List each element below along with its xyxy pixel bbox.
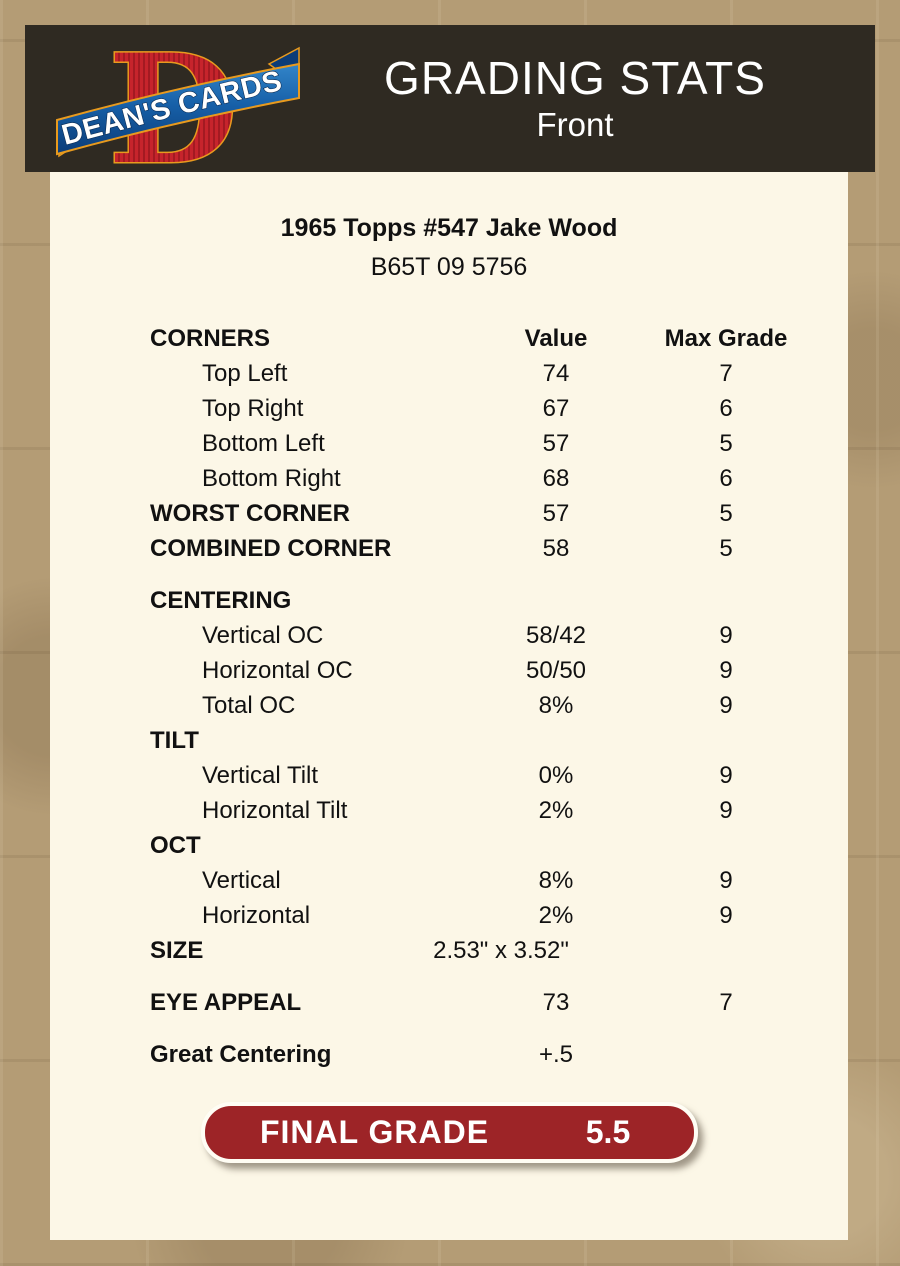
row-value: +.5 <box>538 1040 574 1068</box>
row-value: 58 <box>542 534 570 562</box>
card-serial-number: B65T 09 5756 <box>370 253 528 281</box>
row-value: 8% <box>538 866 574 894</box>
page-title: GRADING STATS <box>384 51 766 104</box>
row-max-grade: 5 <box>719 429 733 457</box>
row-label: Horizontal Tilt <box>202 796 348 824</box>
row-max-grade: 9 <box>719 656 733 684</box>
row-label: Great Centering <box>150 1040 332 1068</box>
row-label: SIZE <box>150 936 204 964</box>
table-row: Horizontal OC 50/50 9 <box>150 653 811 688</box>
row-max-grade: 5 <box>719 499 733 527</box>
card-title: 1965 Topps #547 Jake Wood <box>280 214 618 242</box>
row-label: TILT <box>150 726 199 754</box>
row-max-grade: 9 <box>719 691 733 719</box>
final-grade-button[interactable]: FINAL GRADE 5.5 <box>200 1102 698 1163</box>
table-row: Top Left 74 7 <box>150 356 811 391</box>
row-value: 2% <box>538 796 574 824</box>
table-row: EYE APPEAL 73 7 <box>150 985 811 1020</box>
row-label: Horizontal OC <box>202 656 353 684</box>
table-row: OCT <box>150 828 811 863</box>
table-row: Horizontal Tilt 2% 9 <box>150 793 811 828</box>
table-row: COMBINED CORNER 58 5 <box>150 531 811 566</box>
table-row: TILT <box>150 723 811 758</box>
table-row: Vertical Tilt 0% 9 <box>150 758 811 793</box>
row-max-grade: 7 <box>719 359 733 387</box>
row-label: Bottom Right <box>202 464 341 492</box>
final-grade-value: 5.5 <box>585 1114 631 1150</box>
row-value: 50/50 <box>525 656 587 684</box>
row-label: OCT <box>150 831 201 859</box>
stats-table: CORNERS Value Max Grade Top Left 74 7 Top Righ… <box>50 321 848 1072</box>
table-row: Bottom Right 68 6 <box>150 461 811 496</box>
row-max-grade: 9 <box>719 796 733 824</box>
row-value: 57 <box>542 499 570 527</box>
row-value: 73 <box>542 988 570 1016</box>
row-label: Bottom Left <box>202 429 325 457</box>
row-max-grade: 9 <box>719 761 733 789</box>
table-row: Top Right 67 6 <box>150 391 811 426</box>
table-row: Bottom Left 57 5 <box>150 426 811 461</box>
table-row: SIZE 2.53" x 3.52" <box>150 933 811 968</box>
row-label: CORNERS <box>150 324 271 352</box>
row-label: Top Left <box>202 359 288 387</box>
header-titles: GRADING STATS Front <box>305 25 875 172</box>
row-value: 67 <box>542 394 570 422</box>
row-label: EYE APPEAL <box>150 988 302 1016</box>
table-row: Total OC 8% 9 <box>150 688 811 723</box>
card-side-label: Front <box>536 106 614 144</box>
table-row: Horizontal 2% 9 <box>150 898 811 933</box>
row-value: 0% <box>538 761 574 789</box>
row-label: CENTERING <box>150 586 292 614</box>
row-label: Vertical <box>202 866 281 894</box>
deans-cards-logo: D DEAN'S CARDS <box>53 21 303 200</box>
row-max-grade: 6 <box>719 394 733 422</box>
row-label: Vertical Tilt <box>202 761 319 789</box>
deans-cards-logo-graphic: D DEAN'S CARDS <box>56 21 300 200</box>
header-bar: D DEAN'S CARDS GRADING STATS Front <box>25 21 875 200</box>
row-max-grade: 9 <box>719 621 733 649</box>
row-value: 74 <box>542 359 570 387</box>
table-row: Vertical OC 58/42 9 <box>150 618 811 653</box>
grading-report-panel: 1965 Topps #547 Jake Wood B65T 09 5756 C… <box>50 172 848 1240</box>
row-max-grade: 9 <box>719 901 733 929</box>
row-max-grade: 7 <box>719 988 733 1016</box>
table-row: Great Centering +.5 <box>150 1037 811 1072</box>
row-value: 57 <box>542 429 570 457</box>
row-max-grade: 5 <box>719 534 733 562</box>
row-value: 68 <box>542 464 570 492</box>
ribbon-banner <box>56 62 300 156</box>
row-label: Total OC <box>202 691 296 719</box>
row-value: 2% <box>538 901 574 929</box>
table-row: Vertical 8% 9 <box>150 863 811 898</box>
row-value: 58/42 <box>525 621 587 649</box>
row-label: COMBINED CORNER <box>150 534 392 562</box>
table-row: CENTERING <box>150 583 811 618</box>
row-max-grade: 9 <box>719 866 733 894</box>
row-max-grade: Max Grade <box>664 324 788 352</box>
row-value: 8% <box>538 691 574 719</box>
row-value: Value <box>524 324 588 352</box>
final-grade-label: FINAL GRADE <box>259 1114 490 1150</box>
row-value: 2.53" x 3.52" <box>433 936 569 964</box>
row-label: Horizontal <box>202 901 311 929</box>
row-label: WORST CORNER <box>150 499 350 527</box>
table-row: CORNERS Value Max Grade <box>150 321 811 356</box>
row-label: Top Right <box>202 394 304 422</box>
row-label: Vertical OC <box>202 621 324 649</box>
table-row: WORST CORNER 57 5 <box>150 496 811 531</box>
row-max-grade: 6 <box>719 464 733 492</box>
